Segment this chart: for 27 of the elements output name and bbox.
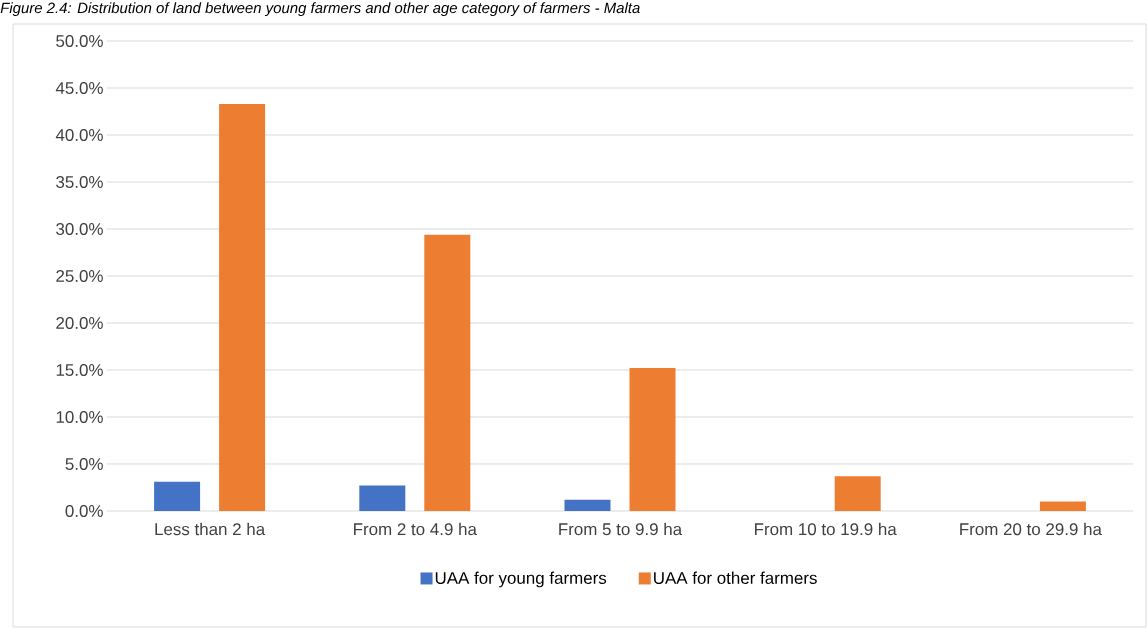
y-tick-label: 25.0% [56, 269, 103, 282]
x-tick-label: Less than 2 ha [155, 522, 266, 536]
legend-label: UAA for young farmers [435, 571, 607, 588]
y-tick-label: 0.0% [65, 504, 103, 517]
legend-label: UAA for other farmers [654, 571, 817, 585]
bar [1039, 501, 1086, 511]
bar [564, 499, 611, 511]
x-tick-label: From 5 to 9.9 ha [559, 522, 683, 536]
y-tick-label: 45.0% [55, 81, 103, 94]
y-tick-label: 50.0% [56, 34, 103, 47]
y-tick-label: 10.0% [56, 410, 103, 423]
bar [834, 476, 881, 511]
y-tick-label: 30.0% [56, 222, 103, 235]
x-tick-label: From 20 to 29.9 ha [960, 522, 1102, 536]
bar [629, 368, 676, 511]
chart-title: Figure 2.4: Distribution of land between young farmers and other age category of farmers - Malta [0, 2, 640, 17]
y-tick-label: 5.0% [65, 457, 103, 470]
y-tick-label: 15.0% [56, 363, 103, 376]
x-tick-label: From 10 to 19.9 ha [755, 522, 897, 536]
y-tick-label: 40.0% [55, 128, 103, 141]
bar [359, 485, 406, 511]
x-tick-label: From 2 to 4.9 ha [354, 522, 477, 536]
bar [424, 234, 471, 511]
bar [154, 481, 201, 511]
bar [219, 103, 266, 511]
y-tick-label: 35.0% [56, 175, 103, 188]
y-tick-label: 20.0% [56, 316, 103, 329]
